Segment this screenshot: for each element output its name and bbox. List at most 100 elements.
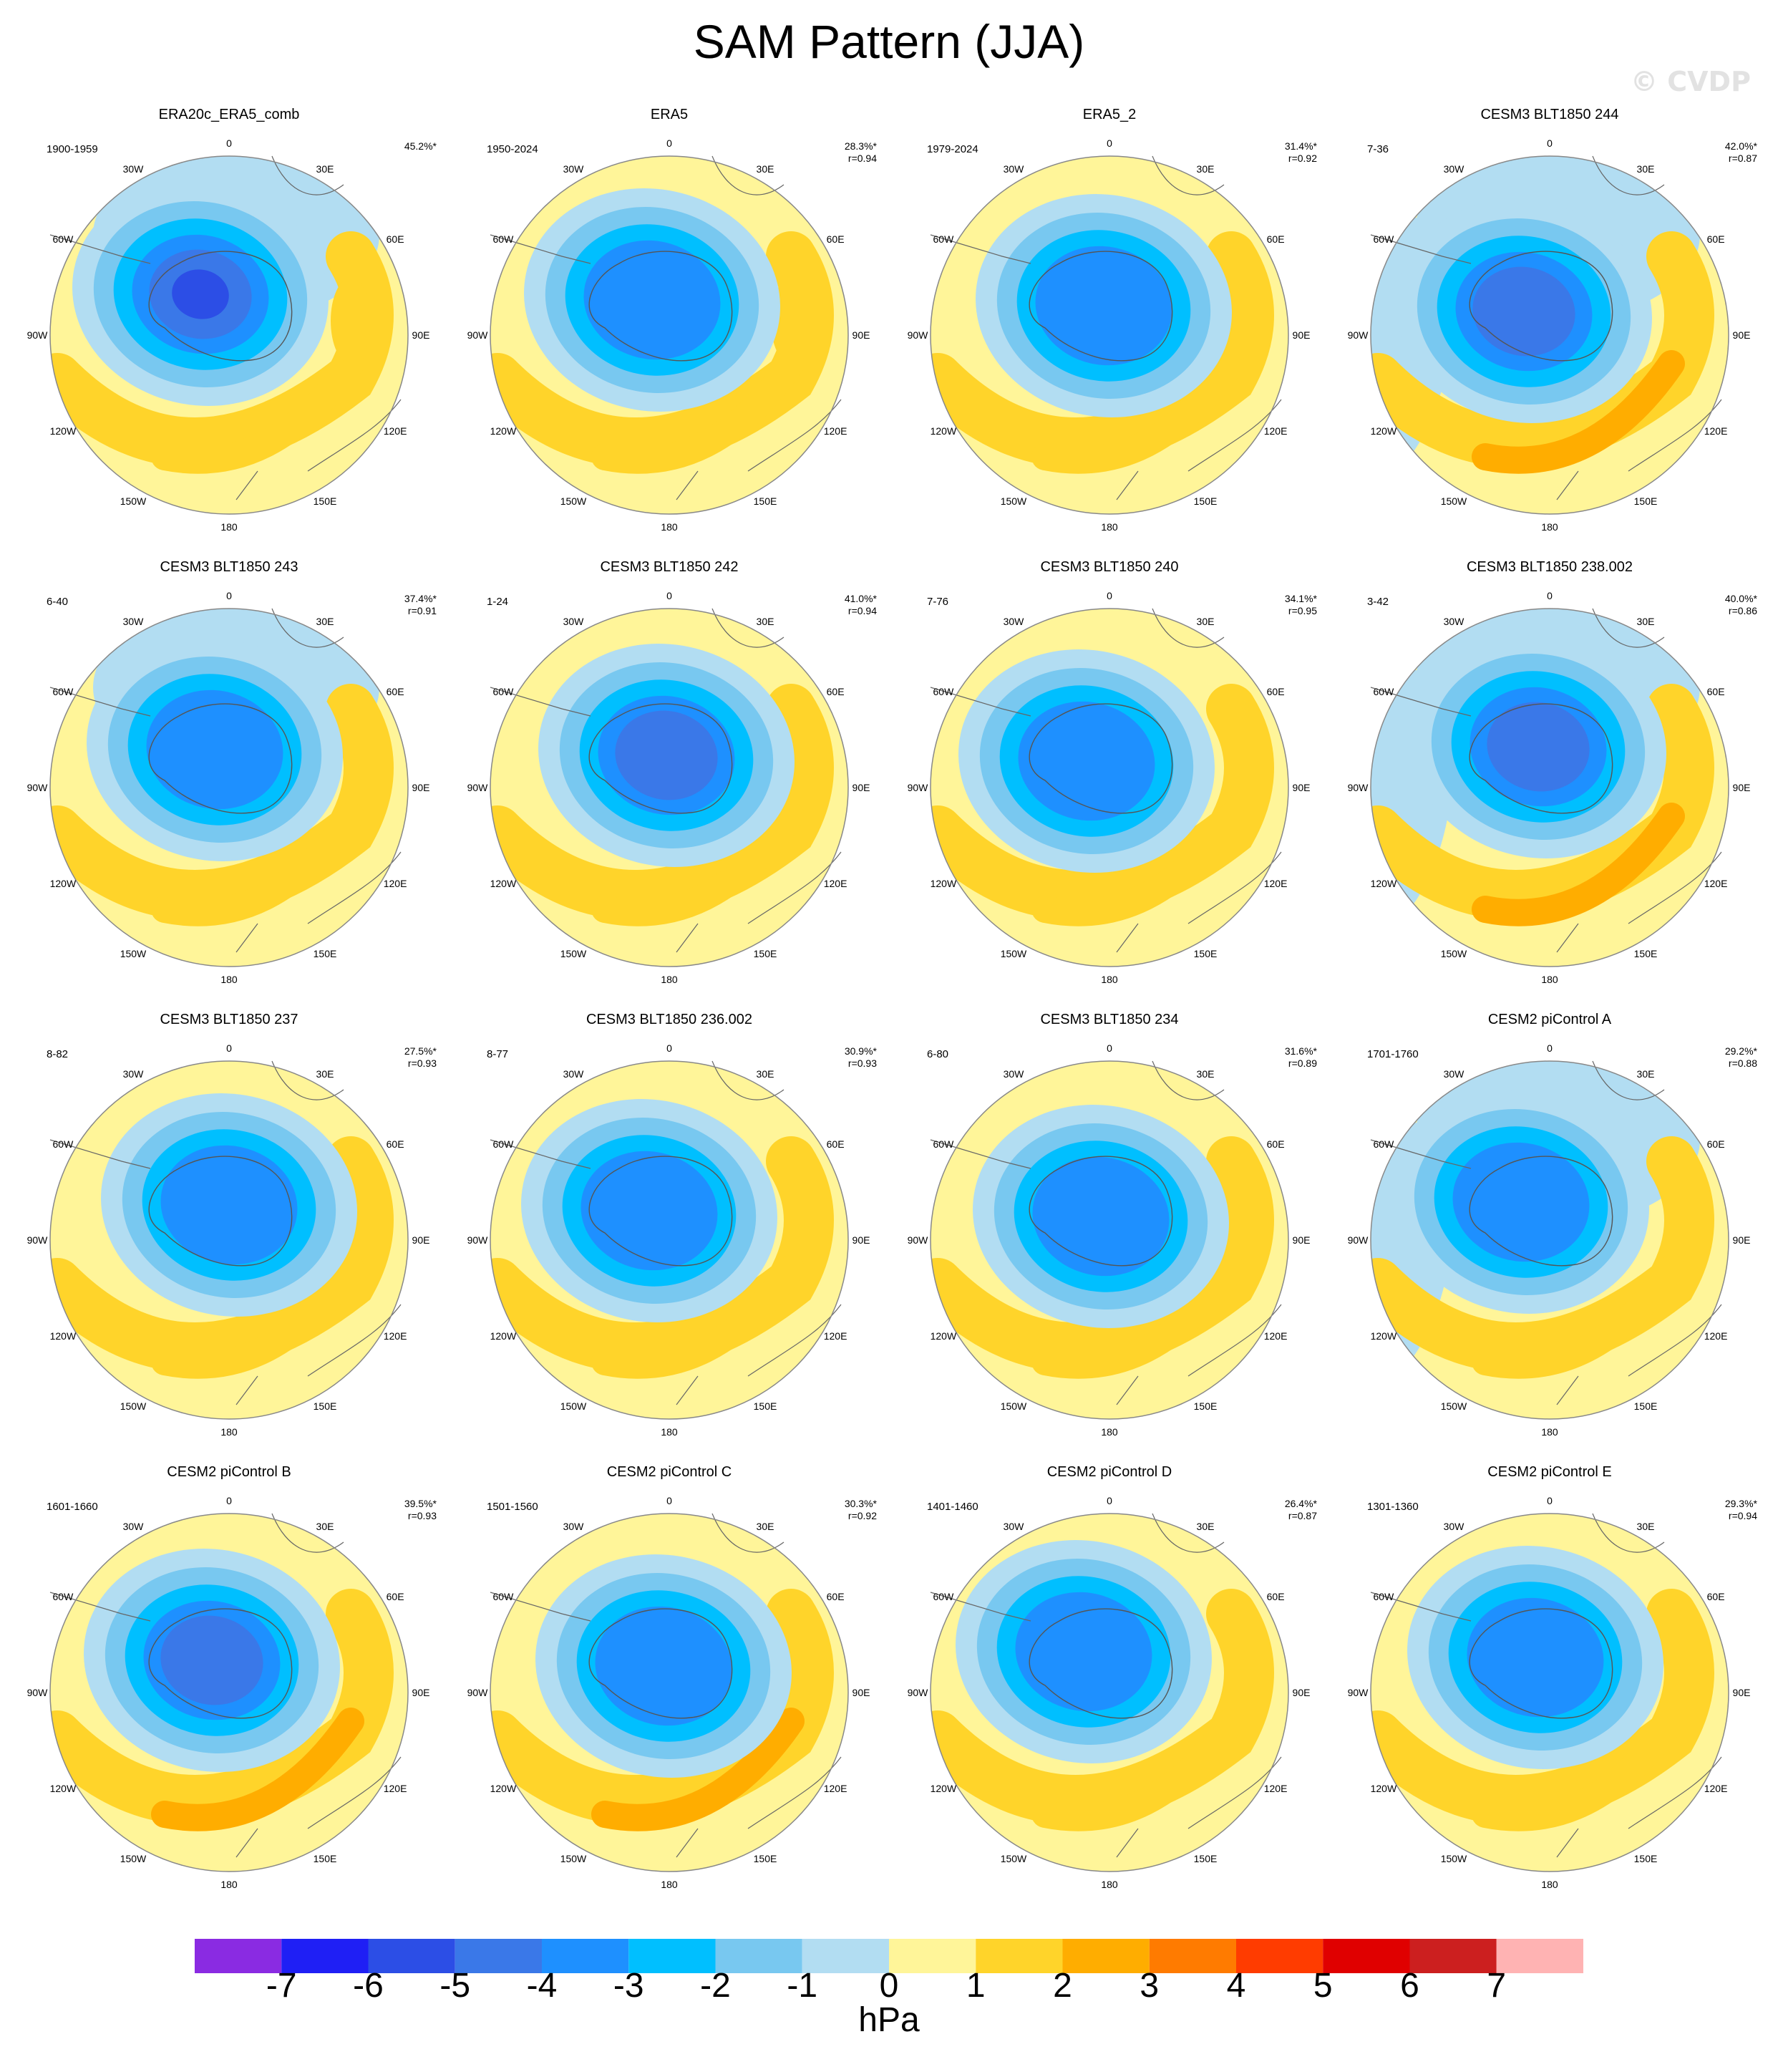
longitude-label: 180	[661, 1879, 678, 1890]
longitude-label: 90E	[1733, 1234, 1751, 1246]
longitude-label: 180	[1541, 974, 1558, 985]
longitude-label: 90W	[27, 782, 49, 793]
colorbar-segment	[1149, 1939, 1236, 1973]
longitude-label: 150E	[1194, 948, 1218, 959]
map-panel: 0 30E 60E 90E 120E 150E 180 150W 120W 90W 60W 30W CE…	[447, 558, 891, 1002]
panel-title: CESM3 BLT1850 236.002	[586, 1012, 752, 1027]
colorbar	[195, 1939, 1583, 1973]
polar-map: 0 30E 60E 90E 120E 150E 180 150W 120W 90W 60W 30W	[27, 590, 430, 985]
anomaly-field	[931, 1061, 1288, 1419]
longitude-label: 30E	[757, 1521, 774, 1532]
longitude-label: 0	[666, 590, 672, 601]
map-panel: 0 30E 60E 90E 120E 150E 180 150W 120W 90W 60W 30W CE…	[447, 1463, 891, 1907]
longitude-label: 180	[1541, 1879, 1558, 1890]
longitude-label: 30E	[1637, 1068, 1655, 1080]
longitude-label: 90W	[27, 1687, 49, 1698]
longitude-label: 90W	[467, 1234, 489, 1246]
map-panel: 0 30E 60E 90E 120E 150E 180 150W 120W 90W 60W 30W CE…	[888, 1463, 1331, 1907]
map-border	[49, 155, 409, 515]
polar-map: 0 30E 60E 90E 120E 150E 180 150W 120W 90W 60W 30W	[908, 137, 1311, 533]
longitude-label: 120E	[824, 1783, 847, 1794]
colorbar-segment	[195, 1939, 282, 1973]
panel-variance-explained: 39.5%* r=0.93	[404, 1498, 437, 1522]
longitude-label: 30E	[757, 616, 774, 627]
longitude-label: 120W	[490, 878, 517, 889]
map-border	[490, 155, 849, 515]
longitude-label: 150E	[754, 495, 777, 507]
longitude-label: 60W	[493, 1591, 515, 1602]
longitude-label: 120W	[50, 878, 77, 889]
longitude-label: 90E	[412, 1234, 430, 1246]
longitude-label: 60E	[827, 686, 845, 697]
longitude-label: 120E	[1704, 1783, 1728, 1794]
antarctica-coastline	[148, 251, 293, 362]
longitude-label: 60E	[1267, 1591, 1285, 1602]
continent-outlines	[1370, 1513, 1722, 1858]
panel-variance-explained: 27.5%* r=0.93	[404, 1045, 437, 1070]
polar-map: 0 30E 60E 90E 120E 150E 180 150W 120W 90W 60W 30W	[27, 137, 430, 533]
longitude-label: 120W	[931, 1783, 957, 1794]
colorbar-segment	[1496, 1939, 1583, 1973]
colorbar-segment	[455, 1939, 542, 1973]
longitude-label: 0	[666, 1042, 672, 1054]
longitude-label: 60E	[1267, 686, 1285, 697]
longitude-label: 150E	[314, 948, 337, 959]
longitude-label: 60E	[387, 686, 404, 697]
continent-outlines	[1370, 608, 1722, 953]
longitude-label: 90E	[1733, 782, 1751, 793]
continent-outlines	[930, 608, 1282, 953]
map-panel: 0 30E 60E 90E 120E 150E 180 150W 120W 90W 60W 30W CE…	[1328, 1011, 1772, 1455]
longitude-label: 60E	[387, 233, 404, 245]
panel-title: CESM3 BLT1850 240	[1040, 559, 1179, 575]
colorbar-segment	[281, 1939, 369, 1973]
panel-title: CESM3 BLT1850 243	[160, 559, 298, 575]
longitude-label: 150W	[560, 1400, 587, 1412]
longitude-label: 90E	[412, 782, 430, 793]
continent-outlines	[490, 1513, 842, 1858]
longitude-label: 90W	[908, 782, 929, 793]
longitude-label: 120E	[1704, 1330, 1728, 1342]
antarctica-coastline	[1029, 1156, 1173, 1267]
antarctica-coastline	[588, 251, 733, 362]
longitude-label: 120W	[50, 425, 77, 437]
longitude-label: 150W	[1441, 1853, 1467, 1864]
panel-title: CESM2 piControl D	[1046, 1464, 1172, 1480]
panel-period: 1979-2024	[927, 143, 978, 155]
variance-pct: 30.9%*	[844, 1045, 877, 1057]
longitude-label: 0	[226, 137, 232, 149]
longitude-label: 30E	[1637, 616, 1655, 627]
panel-variance-explained: 37.4%* r=0.91	[404, 593, 437, 617]
variance-pct: 40.0%*	[1724, 593, 1757, 604]
panel-period: 1-24	[487, 596, 509, 608]
longitude-label: 120E	[824, 878, 847, 889]
longitude-label: 0	[1107, 137, 1112, 149]
longitude-label: 180	[220, 1879, 238, 1890]
polar-map: 0 30E 60E 90E 120E 150E 180 150W 120W 90W 60W 30W	[467, 590, 870, 985]
panel-title: ERA20c_ERA5_comb	[158, 107, 300, 122]
longitude-label: 90W	[1348, 782, 1369, 793]
anomaly-field	[50, 609, 408, 967]
map-border	[1370, 155, 1729, 515]
variance-pct: 41.0%*	[844, 593, 877, 604]
longitude-label: 120E	[384, 1330, 407, 1342]
polar-map: 0 30E 60E 90E 120E 150E 180 150W 120W 90W 60W 30W	[27, 1042, 430, 1438]
panel-period: 7-36	[1367, 143, 1389, 155]
variance-pct: 30.3%*	[844, 1498, 877, 1509]
longitude-label: 180	[220, 521, 238, 533]
longitude-label: 60W	[493, 233, 515, 245]
longitude-label: 60W	[1374, 233, 1395, 245]
map-panel: 0 30E 60E 90E 120E 150E 180 150W 120W 90W 60W 30W CE…	[888, 1011, 1331, 1455]
panel-period: 3-42	[1367, 596, 1389, 608]
panel-title: CESM3 BLT1850 234	[1040, 1012, 1179, 1027]
longitude-label: 90E	[412, 329, 430, 341]
longitude-label: 120E	[384, 1783, 407, 1794]
polar-map: 0 30E 60E 90E 120E 150E 180 150W 120W 90W 60W 30W	[908, 1495, 1311, 1890]
longitude-label: 30W	[123, 163, 145, 175]
colorbar-tick-label: -5	[439, 1967, 471, 2005]
map-panel: 0 30E 60E 90E 120E 150E 180 150W 120W 90W 60W 30W CE…	[1328, 1463, 1772, 1907]
longitude-label: 60E	[1707, 1138, 1725, 1150]
longitude-label: 30W	[563, 1521, 585, 1532]
longitude-label: 60W	[933, 686, 955, 697]
panel-variance-explained: 42.0%* r=0.87	[1725, 140, 1757, 165]
panel-variance-explained: 30.9%* r=0.93	[845, 1045, 877, 1070]
